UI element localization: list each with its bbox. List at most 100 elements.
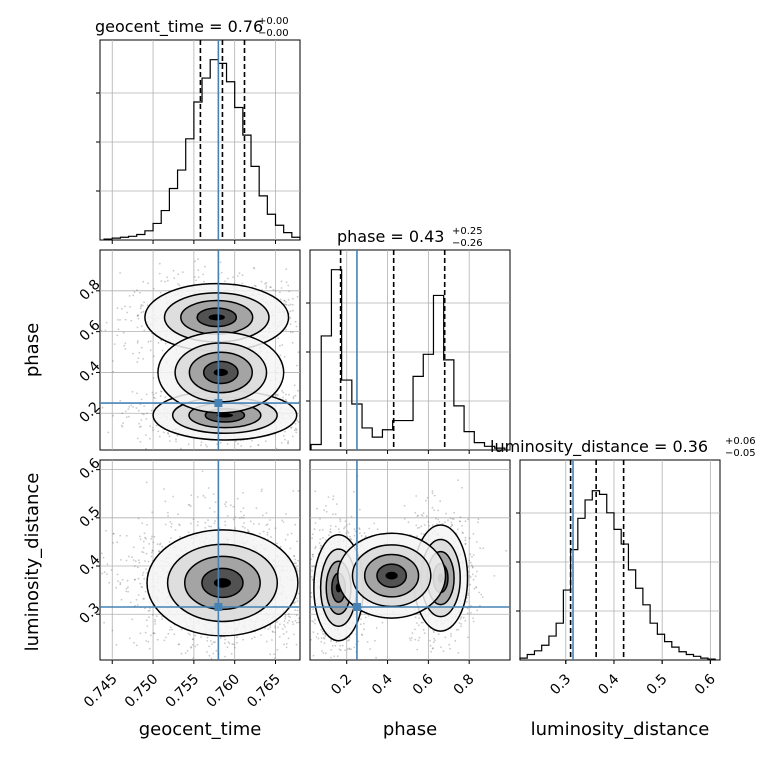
sample-point: [295, 431, 298, 434]
sample-point: [152, 287, 155, 290]
histogram-step: [310, 269, 506, 450]
sample-point: [258, 523, 260, 525]
sample-point: [137, 594, 140, 596]
sample-point: [176, 434, 179, 437]
sample-point: [469, 583, 472, 586]
sample-point: [274, 290, 277, 292]
sample-point: [154, 397, 156, 399]
sample-point: [234, 527, 237, 529]
sample-point: [359, 532, 361, 535]
sample-point: [279, 344, 281, 347]
ld-x-ticks: 0.3 0.4 0.5 0.6: [547, 660, 719, 698]
sample-point: [257, 444, 260, 447]
sample-point: [170, 626, 172, 628]
sample-point: [208, 645, 211, 648]
sample-point: [167, 432, 170, 435]
sample-point: [461, 524, 463, 527]
sample-point: [265, 524, 268, 527]
sample-point: [240, 510, 242, 513]
sample-point: [119, 534, 122, 537]
sample-point: [119, 581, 122, 584]
density-peak: [385, 571, 398, 580]
sample-point: [127, 555, 130, 558]
sample-point: [467, 592, 469, 595]
sample-point: [116, 573, 119, 576]
sample-point: [338, 531, 341, 533]
sample-point: [139, 307, 142, 310]
sample-point: [206, 445, 208, 448]
sample-point: [233, 646, 236, 649]
sample-point: [124, 348, 127, 350]
sample-point: [141, 522, 144, 524]
sample-point: [149, 425, 152, 428]
sample-point: [142, 598, 145, 600]
sample-point: [420, 532, 423, 535]
sample-point: [148, 616, 150, 619]
sample-point: [315, 636, 318, 638]
sample-point: [131, 618, 134, 621]
sample-point: [142, 571, 145, 574]
sample-point: [281, 628, 284, 630]
sample-point: [266, 531, 269, 534]
sample-point: [136, 361, 139, 363]
sample-point: [145, 568, 148, 570]
sample-point: [146, 304, 149, 307]
sample-point: [170, 537, 172, 539]
sample-point: [173, 633, 176, 636]
sample-point: [332, 513, 334, 516]
sample-point: [344, 649, 346, 652]
sample-point: [464, 619, 467, 622]
sample-point: [442, 650, 445, 652]
sample-point: [229, 504, 232, 506]
sample-point: [210, 525, 212, 528]
sample-point: [104, 329, 107, 332]
sample-point: [122, 422, 124, 424]
sample-point: [323, 509, 325, 512]
sample-point: [155, 424, 158, 427]
contour-line: [166, 543, 279, 623]
sample-point: [481, 596, 484, 598]
sample-point: [208, 525, 211, 528]
sample-point: [137, 317, 140, 320]
sample-point: [294, 601, 297, 604]
sample-point: [144, 607, 146, 610]
sample-point: [131, 390, 134, 393]
sample-point: [403, 504, 406, 507]
sample-point: [439, 500, 442, 503]
sample-point: [312, 621, 315, 623]
sample-point: [141, 551, 144, 553]
x-tick-label: 0.745: [81, 671, 121, 711]
sample-point: [180, 447, 182, 450]
sample-point: [295, 429, 298, 431]
sample-point: [316, 632, 319, 635]
sample-point: [225, 501, 228, 504]
sample-point: [127, 415, 130, 418]
sample-point: [334, 513, 337, 516]
sample-point: [324, 652, 327, 655]
sample-point: [148, 609, 151, 612]
sample-point: [276, 542, 278, 545]
sample-point: [296, 364, 298, 367]
sample-point: [279, 298, 282, 301]
sample-point: [297, 592, 300, 595]
sample-point: [102, 556, 105, 559]
sample-point: [284, 438, 286, 441]
sample-point: [132, 406, 134, 408]
sample-point: [187, 531, 190, 534]
sample-point: [224, 524, 227, 527]
sample-point: [166, 279, 169, 282]
sample-point: [464, 542, 467, 545]
sample-point: [107, 431, 110, 434]
sample-point: [422, 621, 424, 624]
sample-point: [105, 529, 107, 532]
sample-point: [285, 631, 288, 633]
sample-point: [449, 517, 452, 520]
panel-ld-hist: 0.3 0.4 0.5 0.6 luminosity_distance = 0.36 …: [490, 436, 756, 740]
sample-point: [216, 443, 219, 445]
sample-point: [420, 525, 423, 528]
sample-point: [106, 563, 109, 565]
sample-point: [348, 639, 351, 641]
sample-point: [138, 561, 141, 564]
sample-point: [310, 596, 313, 598]
sample-point: [137, 357, 140, 360]
